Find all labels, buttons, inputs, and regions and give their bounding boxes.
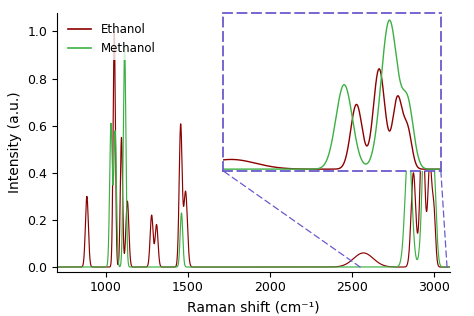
Legend: Ethanol, Methanol: Ethanol, Methanol xyxy=(63,19,160,60)
X-axis label: Raman shift (cm⁻¹): Raman shift (cm⁻¹) xyxy=(187,300,320,314)
Y-axis label: Intensity (a.u.): Intensity (a.u.) xyxy=(8,91,22,193)
